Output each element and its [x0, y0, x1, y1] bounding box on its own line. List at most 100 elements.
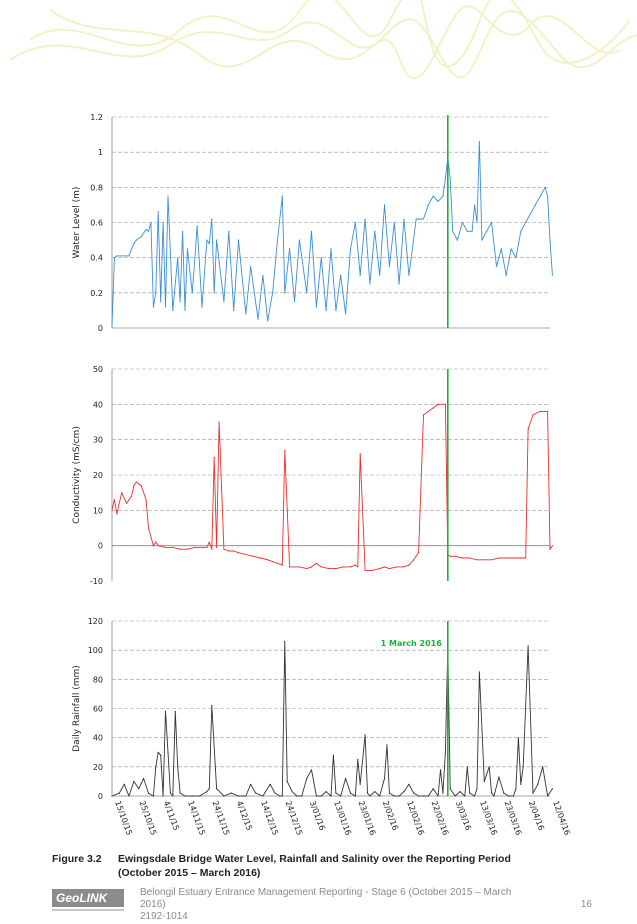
- data-point: [444, 751, 446, 753]
- data-point: [201, 306, 203, 308]
- data-point: [403, 791, 405, 793]
- data-point: [213, 456, 215, 458]
- data-point: [551, 545, 554, 547]
- data-point: [456, 239, 459, 241]
- data-point: [164, 546, 167, 548]
- data-point: [208, 541, 210, 543]
- data-point: [245, 795, 247, 797]
- data-point: [138, 788, 140, 790]
- data-point: [354, 221, 356, 224]
- data-point: [495, 265, 498, 268]
- data-point: [493, 795, 495, 797]
- data-point: [237, 552, 240, 554]
- data-point: [191, 292, 193, 294]
- data-point: [167, 195, 169, 197]
- data-point: [422, 414, 425, 416]
- data-point: [315, 795, 317, 797]
- data-point: [437, 403, 439, 405]
- data-point: [284, 449, 286, 451]
- data-point: [330, 795, 332, 797]
- data-point: [542, 766, 544, 768]
- data-point: [413, 559, 415, 561]
- data-point: [245, 553, 247, 556]
- data-point: [143, 777, 145, 780]
- data-point: [422, 795, 425, 797]
- data-point: [369, 283, 371, 285]
- data-point: [354, 795, 356, 797]
- data-point: [123, 255, 125, 257]
- data-point: [223, 301, 225, 303]
- data-point: [549, 239, 551, 241]
- marker-annotation: 1 March 2016: [381, 639, 443, 648]
- data-point: [130, 495, 133, 497]
- data-point: [128, 255, 130, 257]
- data-point: [267, 320, 269, 322]
- data-point: [306, 777, 308, 780]
- data-point: [469, 557, 471, 559]
- data-point: [359, 783, 361, 785]
- y-tick-label: 0: [98, 792, 103, 801]
- data-point: [315, 306, 317, 308]
- data-point: [155, 766, 157, 768]
- data-point: [398, 283, 400, 285]
- data-point: [354, 564, 356, 566]
- data-point: [510, 248, 512, 250]
- data-point: [478, 141, 480, 143]
- data-point: [491, 559, 493, 561]
- data-point: [167, 751, 169, 753]
- data-point: [274, 792, 276, 794]
- data-point: [111, 325, 113, 327]
- data-point: [206, 239, 208, 241]
- data-point: [245, 313, 247, 315]
- y-tick-label: 50: [93, 365, 103, 374]
- data-point: [537, 783, 539, 785]
- y-tick-label: 10: [93, 506, 103, 515]
- data-series-line: [111, 640, 553, 797]
- data-point: [527, 428, 529, 430]
- data-point: [177, 257, 179, 259]
- data-point: [306, 292, 308, 294]
- x-tick-label: 13/01/16: [332, 800, 353, 837]
- data-point: [539, 410, 541, 412]
- data-point: [162, 221, 164, 224]
- y-tick-label: 20: [93, 471, 103, 480]
- data-point: [199, 795, 201, 797]
- data-point: [525, 221, 527, 224]
- data-point: [310, 769, 313, 771]
- data-point: [544, 410, 546, 412]
- data-point: [298, 566, 300, 568]
- data-point: [522, 766, 524, 768]
- data-point: [237, 239, 240, 241]
- data-point: [491, 221, 493, 224]
- data-point: [162, 795, 164, 797]
- data-point: [427, 795, 429, 797]
- data-point: [532, 414, 534, 416]
- y-tick-label: 120: [88, 617, 103, 626]
- data-point: [150, 221, 152, 224]
- data-point: [466, 766, 468, 768]
- data-point: [349, 248, 352, 250]
- data-point: [293, 301, 296, 303]
- data-point: [121, 492, 123, 494]
- data-point: [476, 559, 478, 561]
- data-point: [359, 274, 361, 276]
- decorative-header-waves: [9, 0, 637, 80]
- data-point: [374, 791, 376, 793]
- data-point: [186, 248, 188, 250]
- data-point: [130, 248, 133, 250]
- data-point: [442, 403, 444, 405]
- data-point: [364, 218, 366, 220]
- data-point: [111, 509, 113, 511]
- data-point: [330, 248, 332, 250]
- y-tick-label: 1.2: [90, 113, 103, 122]
- x-tick-label: 23/01/16: [356, 800, 377, 837]
- data-point: [289, 566, 291, 568]
- data-point: [223, 795, 225, 797]
- data-point: [483, 559, 485, 561]
- data-point: [206, 546, 208, 548]
- data-point: [152, 795, 154, 797]
- data-point: [461, 221, 463, 224]
- data-point: [269, 783, 271, 785]
- data-point: [262, 274, 264, 276]
- x-tick-label: 12/02/16: [405, 800, 426, 837]
